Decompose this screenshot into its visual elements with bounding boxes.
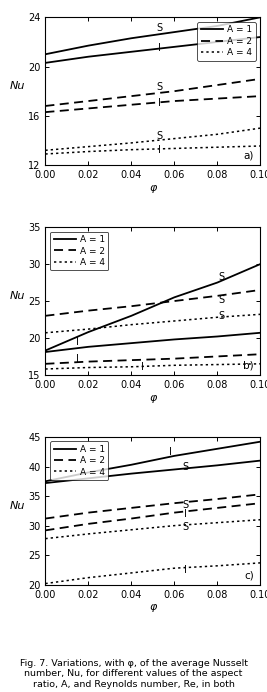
Legend: A = 1, A = 2, A = 4: A = 1, A = 2, A = 4 (50, 232, 108, 271)
Text: S: S (182, 522, 188, 532)
X-axis label: φ: φ (149, 183, 156, 192)
Text: S: S (219, 273, 225, 282)
Text: I: I (76, 336, 79, 347)
X-axis label: φ: φ (149, 392, 156, 403)
Text: S: S (182, 462, 188, 472)
Text: S: S (182, 500, 188, 510)
Text: I: I (158, 43, 161, 53)
X-axis label: φ: φ (149, 602, 156, 612)
Text: S: S (156, 23, 162, 33)
Text: I: I (141, 362, 144, 372)
Text: S: S (219, 295, 225, 304)
Text: S: S (156, 131, 162, 140)
Text: S: S (156, 82, 162, 92)
Text: I: I (76, 354, 79, 365)
Legend: A = 1, A = 2, A = 4: A = 1, A = 2, A = 4 (50, 441, 108, 480)
Text: Fig. 7. Variations, with φ, of the average Nusselt
number, Nu, for different val: Fig. 7. Variations, with φ, of the avera… (19, 659, 248, 689)
Text: b): b) (243, 361, 254, 370)
Text: I: I (169, 447, 171, 457)
Text: a): a) (244, 151, 254, 161)
Legend: A = 1, A = 2, A = 4: A = 1, A = 2, A = 4 (197, 22, 256, 61)
Text: c): c) (244, 570, 254, 581)
Text: I: I (184, 509, 187, 519)
Y-axis label: Nu: Nu (9, 501, 25, 511)
Text: I: I (184, 565, 187, 575)
Text: I: I (158, 98, 161, 108)
Text: S: S (219, 311, 225, 321)
Y-axis label: Nu: Nu (9, 291, 25, 301)
Y-axis label: Nu: Nu (9, 81, 25, 91)
Text: I: I (158, 145, 161, 155)
